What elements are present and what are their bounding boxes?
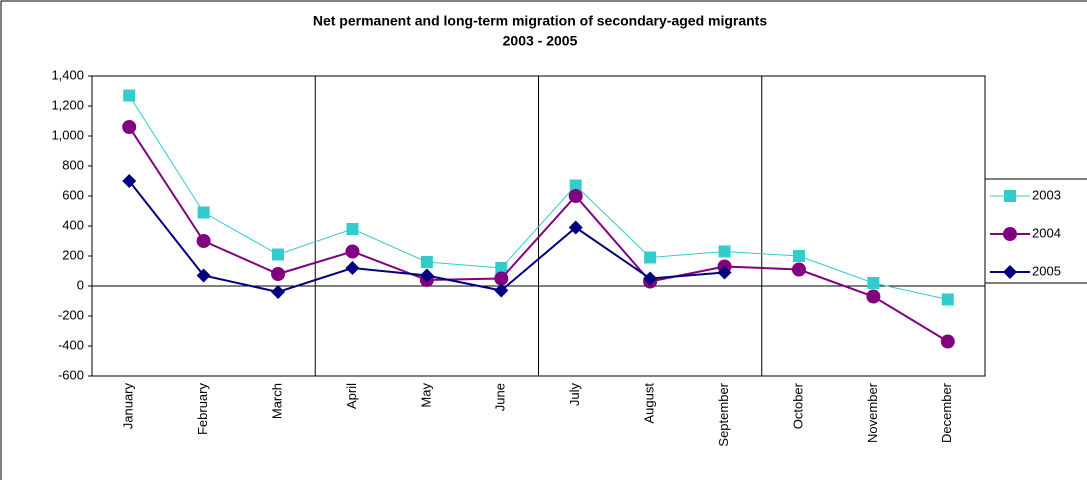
- legend-label: 2003: [1032, 187, 1061, 202]
- marker: [419, 268, 434, 283]
- legend-label: 2005: [1032, 263, 1061, 278]
- series-line: [128, 126, 949, 343]
- chart-subtitle: 2003 - 2005: [503, 33, 578, 49]
- y-tick-label: -600: [58, 367, 84, 382]
- marker: [122, 120, 137, 134]
- marker: [494, 271, 509, 286]
- marker: [271, 267, 286, 281]
- marker: [644, 251, 657, 264]
- legend-marker: [1003, 227, 1017, 241]
- marker: [568, 220, 583, 235]
- marker: [420, 256, 433, 268]
- legend-marker: [1003, 265, 1017, 279]
- x-tick-label: May: [418, 383, 433, 408]
- x-tick-label: April: [344, 383, 359, 409]
- marker: [940, 334, 955, 349]
- y-tick-label: 1,200: [51, 97, 84, 112]
- marker: [866, 289, 881, 304]
- marker: [717, 265, 732, 280]
- legend-label: 2004: [1032, 225, 1061, 240]
- marker: [272, 248, 285, 261]
- x-tick-label: September: [716, 382, 731, 446]
- chart-title: Net permanent and long-term migration of…: [313, 13, 768, 29]
- marker: [197, 206, 210, 219]
- y-tick-label: 200: [62, 247, 84, 262]
- x-tick-label: December: [939, 382, 954, 443]
- marker: [346, 223, 359, 235]
- marker: [122, 174, 137, 188]
- legend-marker: [1004, 190, 1016, 202]
- marker: [345, 261, 360, 275]
- marker: [196, 268, 211, 283]
- marker: [495, 262, 508, 274]
- x-tick-label: February: [195, 383, 210, 436]
- marker: [494, 283, 509, 298]
- y-tick-label: 600: [62, 187, 84, 202]
- x-tick-label: July: [567, 383, 582, 407]
- marker: [792, 250, 805, 262]
- x-tick-label: August: [642, 383, 657, 424]
- marker: [718, 245, 731, 258]
- x-tick-label: June: [493, 383, 508, 411]
- x-tick-label: March: [269, 383, 284, 419]
- marker: [123, 89, 136, 102]
- marker: [271, 285, 286, 299]
- y-tick-label: 0: [77, 277, 84, 292]
- y-tick-label: 400: [62, 217, 84, 232]
- series-line: [128, 95, 948, 300]
- x-tick-label: January: [121, 383, 136, 430]
- y-tick-label: -400: [58, 337, 84, 352]
- y-tick-label: 1,000: [51, 127, 84, 142]
- y-tick-label: 800: [62, 157, 84, 172]
- marker: [791, 262, 806, 277]
- marker: [643, 271, 658, 286]
- x-tick-label: November: [865, 382, 880, 443]
- marker: [941, 293, 954, 306]
- y-tick-label: 1,400: [51, 67, 84, 82]
- x-tick-label: October: [790, 382, 805, 429]
- y-tick-label: -200: [58, 307, 84, 322]
- marker: [569, 179, 582, 192]
- marker: [568, 189, 583, 203]
- marker: [196, 234, 211, 248]
- marker: [345, 244, 360, 259]
- marker: [867, 277, 880, 289]
